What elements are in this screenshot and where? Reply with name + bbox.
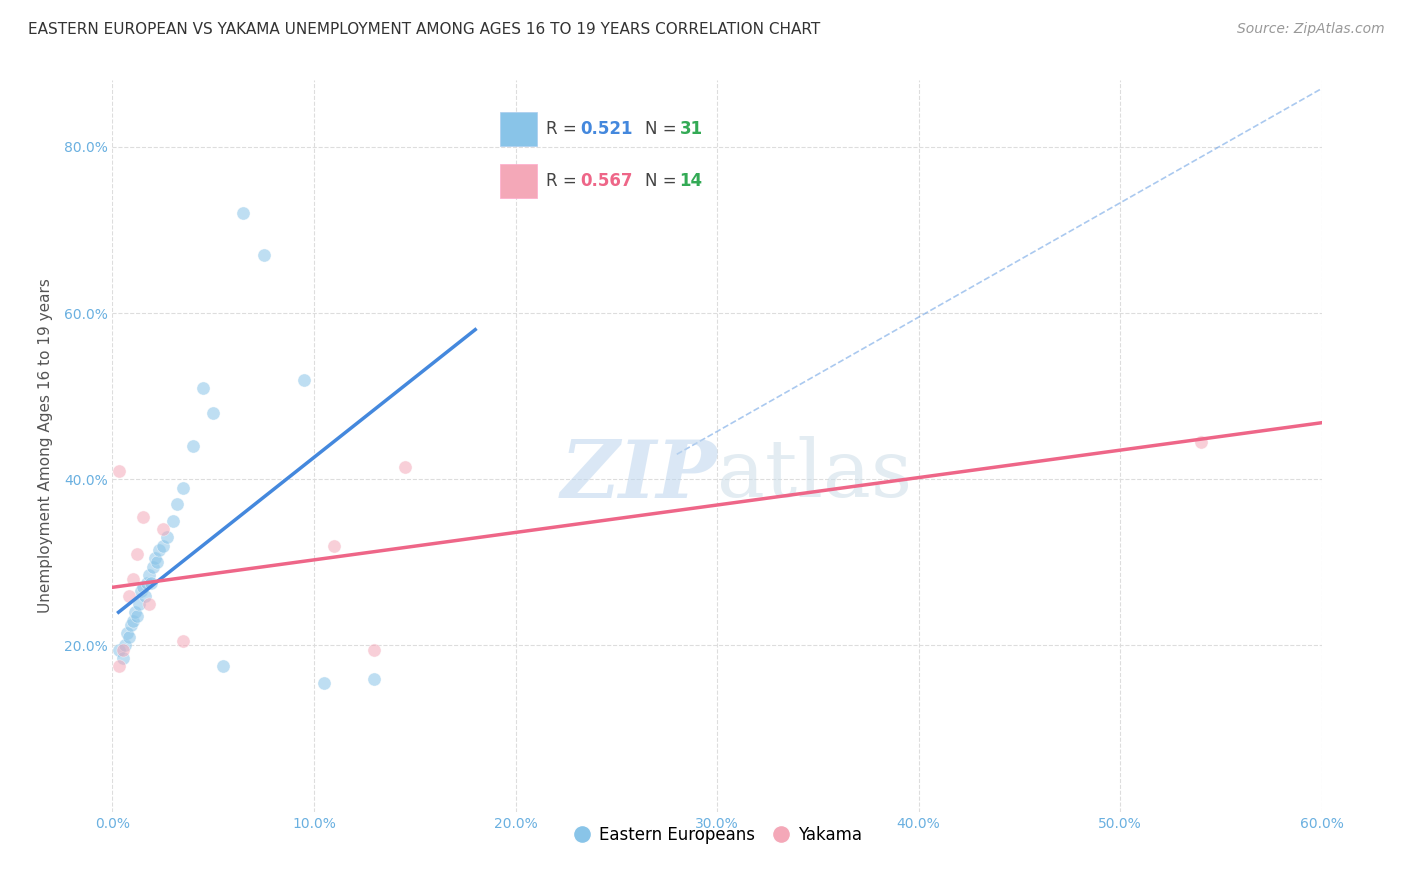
Point <box>107 642 129 657</box>
Y-axis label: Unemployment Among Ages 16 to 19 years: Unemployment Among Ages 16 to 19 years <box>38 278 52 614</box>
Point <box>107 659 129 673</box>
Point <box>232 206 254 220</box>
Point <box>162 514 184 528</box>
Point <box>120 617 142 632</box>
Point <box>139 576 162 591</box>
Text: EASTERN EUROPEAN VS YAKAMA UNEMPLOYMENT AMONG AGES 16 TO 19 YEARS CORRELATION CH: EASTERN EUROPEAN VS YAKAMA UNEMPLOYMENT … <box>28 22 820 37</box>
Point <box>363 642 385 657</box>
Point <box>117 630 139 644</box>
Point <box>172 634 194 648</box>
Point <box>202 406 225 420</box>
Point <box>394 459 416 474</box>
Point <box>191 381 214 395</box>
Text: Source: ZipAtlas.com: Source: ZipAtlas.com <box>1237 22 1385 37</box>
Point <box>363 672 385 686</box>
Point <box>172 481 194 495</box>
Point <box>132 509 155 524</box>
Point <box>111 642 134 657</box>
Point <box>125 609 148 624</box>
Point <box>292 372 315 386</box>
Point <box>117 589 139 603</box>
Point <box>134 589 156 603</box>
Point <box>212 659 235 673</box>
Point <box>148 542 170 557</box>
Point <box>128 597 150 611</box>
Text: ZIP: ZIP <box>560 436 717 514</box>
Text: atlas: atlas <box>717 436 912 515</box>
Point <box>111 651 134 665</box>
Point <box>121 572 143 586</box>
Point <box>114 639 136 653</box>
Point <box>181 439 204 453</box>
Point <box>143 551 166 566</box>
Point <box>107 464 129 478</box>
Point <box>142 559 165 574</box>
Point <box>156 530 179 544</box>
Point <box>115 626 138 640</box>
Point <box>132 580 155 594</box>
Point <box>152 522 174 536</box>
Point <box>138 597 160 611</box>
Point <box>152 539 174 553</box>
Point <box>129 584 152 599</box>
Point <box>166 497 188 511</box>
Point <box>135 576 157 591</box>
Point <box>138 567 160 582</box>
Point <box>124 605 146 619</box>
Point <box>125 547 148 561</box>
Point <box>1189 434 1212 449</box>
Point <box>121 614 143 628</box>
Point <box>323 539 346 553</box>
Legend: Eastern Europeans, Yakama: Eastern Europeans, Yakama <box>565 820 869 851</box>
Point <box>146 555 169 569</box>
Point <box>253 248 276 262</box>
Point <box>312 676 335 690</box>
